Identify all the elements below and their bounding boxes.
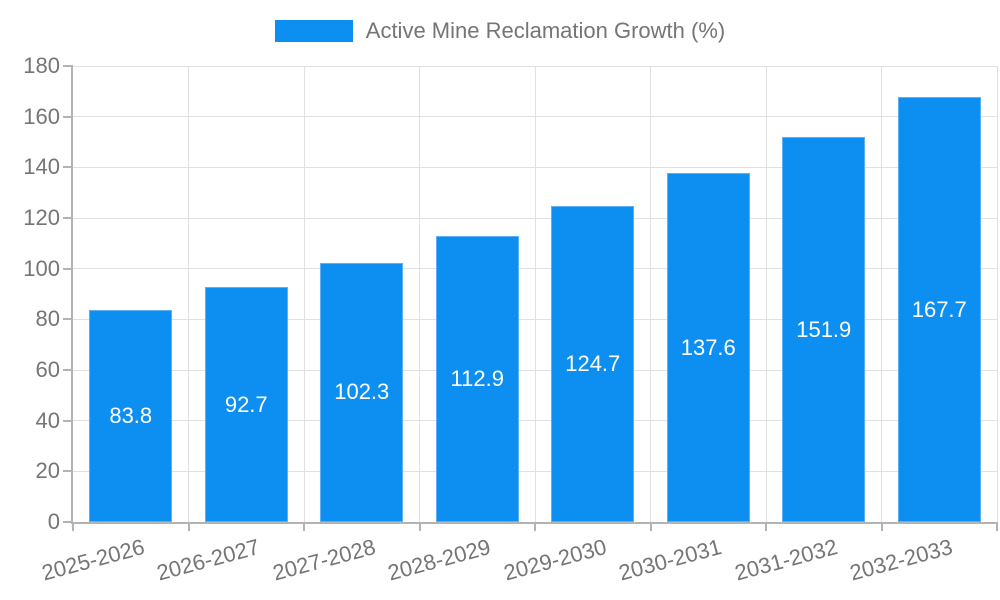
x-axis-tick (418, 522, 421, 531)
bar-value-label: 167.7 (911, 296, 967, 322)
x-axis-tick (303, 522, 305, 531)
bar-value-label: 102.3 (334, 379, 390, 405)
bar-2025-2026[interactable]: 83.8 (89, 309, 173, 522)
x-axis-label: 2025-2026 (38, 534, 147, 586)
gridline-vertical (650, 66, 651, 522)
gridline-vertical (534, 66, 536, 522)
gridline-vertical (188, 66, 189, 522)
y-axis-label: 180 (23, 53, 60, 78)
y-axis-label: 0 (47, 509, 60, 534)
x-axis-label: 2029-2030 (500, 534, 609, 586)
x-axis-line (71, 522, 997, 524)
x-axis-tick (72, 522, 74, 531)
legend-label: Active Mine Reclamation Growth (%) (365, 18, 726, 43)
x-axis-label: 2030-2031 (616, 534, 725, 586)
legend-swatch (274, 20, 353, 42)
x-axis-tick (534, 522, 536, 531)
y-axis-tick (63, 115, 73, 118)
x-axis-tick (187, 522, 190, 531)
y-axis-label: 100 (23, 255, 60, 281)
bar-value-label: 112.9 (450, 365, 504, 391)
y-axis-tick (63, 521, 73, 523)
x-axis-label: 2031-2032 (731, 534, 840, 586)
y-axis-label: 60 (35, 357, 60, 382)
y-axis-tick (63, 369, 73, 371)
y-axis-tick (63, 65, 73, 67)
x-axis-tick (765, 522, 767, 531)
y-axis-line (71, 66, 73, 524)
y-axis-tick (63, 267, 73, 270)
x-axis-tick (880, 522, 883, 531)
bar-value-label: 124.7 (565, 351, 621, 377)
legend: Active Mine Reclamation Growth (%) (0, 18, 1000, 44)
bar-value-label: 137.6 (680, 334, 736, 360)
x-axis-label: 2028-2029 (385, 534, 494, 586)
bar-2027-2028[interactable]: 102.3 (320, 262, 404, 522)
y-axis-tick (63, 419, 73, 422)
y-axis-label: 140 (23, 154, 60, 180)
x-axis-label: 2027-2028 (269, 534, 378, 586)
legend-item[interactable]: Active Mine Reclamation Growth (%) (274, 18, 726, 44)
y-axis-label: 40 (35, 407, 60, 433)
x-axis-tick (649, 522, 652, 531)
bar-2028-2029[interactable]: 112.9 (435, 235, 519, 522)
gridline-vertical (996, 66, 998, 522)
bar-2030-2031[interactable]: 137.6 (666, 173, 750, 522)
y-axis-label: 160 (23, 103, 60, 129)
y-axis-tick (63, 318, 73, 321)
gridline-vertical (303, 66, 305, 522)
y-axis-label: 80 (35, 306, 60, 332)
bar-2029-2030[interactable]: 124.7 (551, 206, 635, 522)
x-axis-label: 2032-2033 (847, 534, 956, 586)
y-axis-tick (63, 217, 73, 219)
x-axis-label: 2026-2027 (154, 534, 263, 586)
bar-value-label: 92.7 (224, 391, 268, 417)
x-axis-tick (996, 522, 998, 531)
bar-value-label: 151.9 (796, 316, 852, 342)
y-axis-label: 120 (23, 205, 60, 230)
gridline-vertical (881, 66, 882, 522)
bar-2031-2032[interactable]: 151.9 (782, 137, 866, 522)
bar-2032-2033[interactable]: 167.7 (897, 97, 981, 522)
gridline-vertical (765, 66, 767, 522)
y-axis-tick (63, 166, 73, 169)
bar-2026-2027[interactable]: 92.7 (204, 287, 288, 522)
y-axis-tick (63, 470, 73, 473)
bar-value-label: 83.8 (109, 402, 153, 428)
y-axis-label: 20 (35, 458, 60, 484)
gridline-vertical (419, 66, 420, 522)
